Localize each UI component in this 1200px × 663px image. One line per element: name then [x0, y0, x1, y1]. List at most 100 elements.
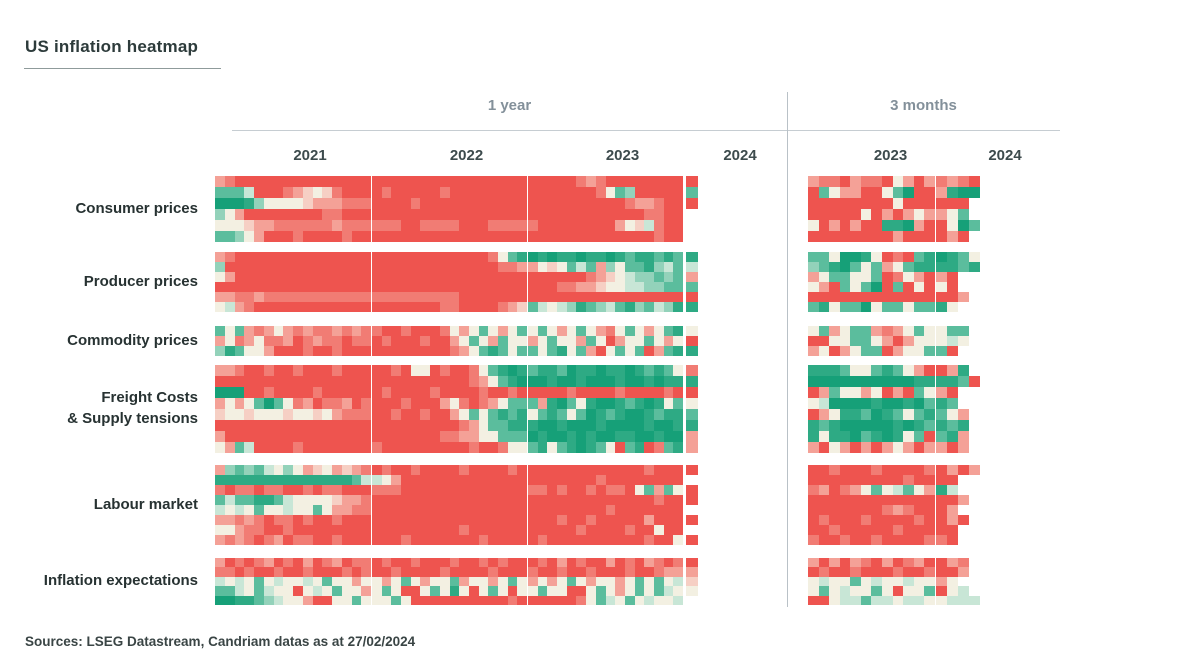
heatmap-cell	[439, 398, 450, 409]
heatmap-cell	[537, 398, 548, 409]
heatmap-cell	[341, 272, 352, 282]
heatmap-cell	[234, 576, 245, 587]
heatmap-cell	[517, 282, 527, 292]
heatmap-cell	[224, 336, 235, 346]
heatmap-cell	[391, 558, 402, 568]
heatmap-cell	[615, 176, 625, 187]
heatmap-cell	[958, 398, 969, 409]
heatmap-cell	[351, 365, 362, 376]
heatmap-cell	[586, 525, 596, 535]
heatmap-cell	[547, 262, 558, 272]
heatmap-cell	[903, 302, 914, 312]
heatmap-cell	[468, 387, 479, 398]
heatmap-cell	[215, 282, 225, 292]
heatmap-cell	[497, 198, 508, 209]
sources-note: Sources: LSEG Datastream, Candriam datas…	[25, 634, 416, 649]
heatmap-cell	[644, 595, 654, 605]
heatmap-cell	[924, 252, 935, 262]
heatmap-cell	[361, 525, 371, 535]
heatmap-cell	[312, 220, 323, 231]
heatmap-cell	[528, 431, 538, 442]
heatmap-cell	[566, 505, 577, 515]
heatmap-cell	[634, 198, 645, 209]
heatmap-cell	[372, 409, 382, 420]
heatmap-cell	[882, 252, 893, 262]
heatmap-cell	[860, 220, 872, 231]
heatmap-cell	[283, 420, 293, 431]
heatmap-cell	[224, 176, 235, 187]
heatmap-cell	[517, 485, 527, 495]
heatmap-cell	[829, 252, 840, 262]
heatmap-cell	[624, 187, 635, 198]
heatmap-cell	[420, 442, 431, 453]
heatmap-cell	[882, 475, 893, 485]
heatmap-cell	[547, 231, 558, 242]
heatmap-cell	[644, 535, 654, 545]
heatmap-cell	[673, 262, 683, 272]
heatmap-cell	[839, 495, 851, 505]
heatmap-cell	[829, 292, 840, 302]
heatmap-cell	[322, 515, 332, 525]
heatmap-cell	[391, 586, 402, 596]
heatmap-cell	[312, 558, 323, 568]
heatmap-cell	[566, 176, 577, 187]
heatmap-cell	[449, 231, 460, 242]
heatmap-cell	[459, 292, 469, 302]
heatmap-cell	[449, 209, 460, 220]
heatmap-cell	[517, 387, 527, 398]
heatmap-cell	[302, 525, 313, 535]
heatmap-cell	[478, 505, 489, 515]
heatmap-cell	[537, 475, 548, 485]
heatmap-cell	[605, 535, 616, 545]
heatmap-cell	[234, 398, 245, 409]
heatmap-cell	[566, 262, 577, 272]
heatmap-cell	[459, 525, 469, 535]
heatmap-cell	[576, 485, 587, 495]
heatmap-cell	[653, 495, 664, 505]
heatmap-cell	[860, 495, 872, 505]
heatmap-cell	[537, 485, 548, 495]
heatmap-cell	[410, 431, 421, 442]
heatmap-cell	[528, 176, 538, 187]
heatmap-cell	[332, 505, 342, 515]
heatmap-cell	[273, 595, 284, 605]
year-label-2022: 2022	[449, 147, 484, 164]
heatmap-cell	[892, 398, 904, 409]
heatmap-cell	[924, 220, 935, 231]
heatmap-cell	[224, 282, 235, 292]
heatmap-cell	[924, 485, 935, 495]
heatmap-cell	[839, 346, 851, 356]
heatmap-cell	[947, 420, 958, 431]
heatmap-cell	[283, 346, 293, 356]
heatmap-cell	[410, 409, 421, 420]
heatmap-cell	[882, 586, 893, 596]
heatmap-cell	[410, 262, 421, 272]
heatmap-cell	[634, 365, 645, 376]
heatmap-cell	[224, 231, 235, 242]
heatmap-cell	[808, 558, 819, 568]
heatmap-cell	[341, 326, 352, 336]
heatmap-cell	[351, 209, 362, 220]
heatmap-cell	[615, 336, 625, 346]
heatmap-cell	[312, 187, 323, 198]
heatmap-cell	[537, 465, 548, 475]
heatmap-cell	[634, 420, 645, 431]
heatmap-cell	[903, 515, 914, 525]
heatmap-cell	[263, 272, 274, 282]
heatmap-cell	[566, 475, 577, 485]
heatmap-cell	[818, 282, 830, 292]
heatmap-cell	[818, 209, 830, 220]
heatmap-cell	[254, 302, 264, 312]
heatmap-cell	[969, 475, 980, 485]
heatmap-cell	[892, 595, 904, 605]
heatmap-cell	[293, 376, 303, 387]
heatmap-cell	[351, 326, 362, 336]
heatmap-cell	[936, 576, 947, 587]
heatmap-cell	[673, 336, 683, 346]
heatmap-cell	[644, 409, 654, 420]
heatmap-cell	[283, 252, 293, 262]
heatmap-cell	[497, 272, 508, 282]
heatmap-cell	[958, 567, 969, 577]
heatmap-cell	[903, 535, 914, 545]
heatmap-cell	[557, 431, 567, 442]
